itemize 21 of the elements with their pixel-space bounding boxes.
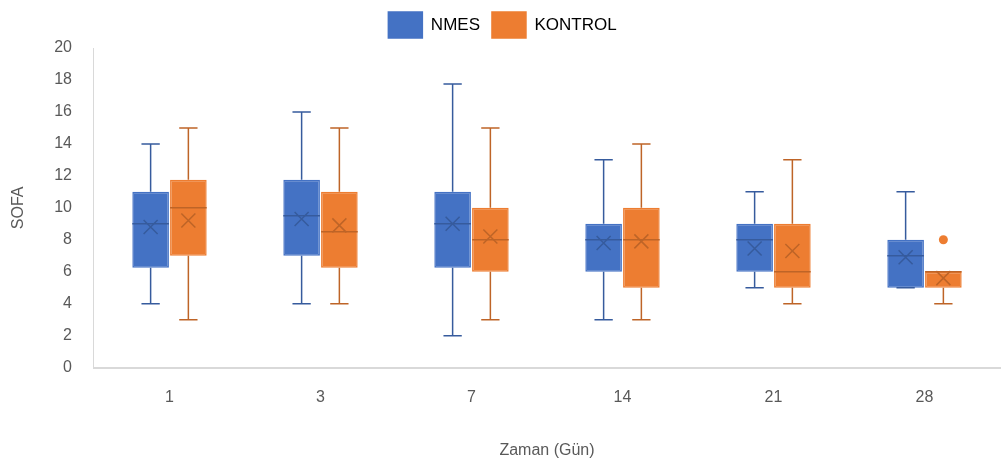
y-tick-label: 16 (54, 102, 73, 120)
x-tick-label: 3 (316, 387, 326, 405)
legend-label: NMES (430, 14, 480, 34)
y-tick-label: 0 (63, 358, 73, 376)
y-tick-label: 20 (54, 38, 73, 56)
x-tick-label: 7 (467, 387, 477, 405)
legend-label: KONTROL (534, 14, 617, 34)
x-tick-label: 14 (613, 387, 632, 405)
y-tick-label: 6 (63, 262, 73, 280)
y-tick-label: 8 (63, 230, 73, 248)
y-tick-label: 4 (63, 294, 73, 312)
y-tick-label: 12 (54, 166, 73, 184)
y-axis-title: SOFA (9, 186, 27, 230)
x-axis-title: Zaman (Gün) (499, 440, 595, 458)
x-tick-label: 28 (915, 387, 934, 405)
y-tick-label: 10 (54, 198, 73, 216)
y-tick-label: 18 (54, 70, 73, 88)
x-tick-label: 1 (165, 387, 175, 405)
y-tick-label: 14 (54, 134, 73, 152)
y-tick-label: 2 (63, 326, 73, 344)
x-tick-label: 21 (764, 387, 783, 405)
